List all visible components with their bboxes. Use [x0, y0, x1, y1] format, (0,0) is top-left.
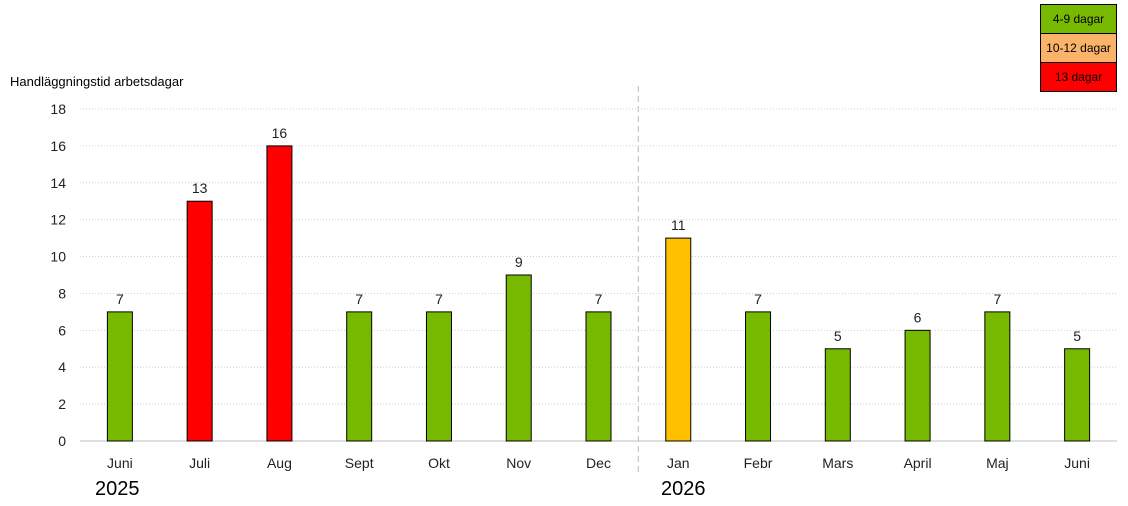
bar — [346, 311, 373, 442]
data-label: 6 — [914, 309, 922, 325]
data-label: 16 — [272, 125, 288, 141]
x-tick-label: Sept — [345, 455, 374, 471]
y-tick-label: 14 — [50, 175, 66, 191]
bar — [824, 348, 851, 442]
data-label: 7 — [355, 291, 363, 307]
y-tick-label: 8 — [58, 285, 66, 301]
bar — [106, 311, 133, 442]
legend-label-10-12: 10-12 dagar — [1046, 41, 1111, 55]
year-label-2025: 2025 — [95, 478, 140, 500]
bar — [1064, 348, 1091, 442]
legend-label-4-9: 4-9 dagar — [1052, 12, 1105, 26]
legend-item-10-12: 10-12 dagar — [1040, 33, 1117, 63]
x-tick-label: Jan — [667, 455, 690, 471]
data-label: 13 — [192, 180, 208, 196]
bar — [984, 311, 1011, 442]
y-tick-label: 12 — [50, 212, 66, 228]
bar — [505, 274, 532, 442]
data-label: 5 — [1073, 328, 1081, 344]
bar — [186, 200, 213, 442]
y-tick-label: 0 — [58, 433, 66, 449]
bar — [745, 311, 772, 442]
y-tick-label: 10 — [50, 249, 66, 265]
x-tick-label: Febr — [744, 455, 773, 471]
data-label: 7 — [435, 291, 443, 307]
data-label: 7 — [993, 291, 1001, 307]
year-label-2026: 2026 — [661, 478, 706, 500]
data-label: 5 — [834, 328, 842, 344]
bar — [425, 311, 452, 442]
data-label: 9 — [515, 254, 523, 270]
y-tick-label: 6 — [58, 322, 66, 338]
data-label: 11 — [671, 217, 686, 233]
legend-item-13: 13 dagar — [1040, 62, 1117, 92]
data-label: 7 — [754, 291, 762, 307]
x-tick-label: Aug — [267, 455, 292, 471]
x-tick-label: Mars — [822, 455, 853, 471]
bar — [904, 329, 931, 442]
y-tick-label: 2 — [58, 396, 66, 412]
y-tick-label: 4 — [58, 359, 66, 375]
y-axis-label: Handläggningstid arbetsdagar — [10, 74, 184, 89]
x-tick-label: Dec — [586, 455, 611, 471]
bar — [266, 145, 293, 442]
data-label: 7 — [116, 291, 124, 307]
x-tick-label: Juli — [189, 455, 210, 471]
y-tick-label: 18 — [50, 101, 66, 117]
legend-label-13: 13 dagar — [1054, 70, 1103, 84]
y-tick-label: 16 — [50, 138, 66, 154]
x-tick-label: April — [904, 455, 932, 471]
x-tick-label: Nov — [506, 455, 531, 471]
x-tick-label: Maj — [986, 455, 1009, 471]
legend: 4-9 dagar 10-12 dagar 13 dagar — [1040, 4, 1117, 92]
x-tick-label: Okt — [428, 455, 450, 471]
data-label: 7 — [595, 291, 603, 307]
bar — [665, 237, 692, 442]
bar — [585, 311, 612, 442]
x-tick-label: Juni — [107, 455, 133, 471]
x-tick-label: Juni — [1064, 455, 1090, 471]
